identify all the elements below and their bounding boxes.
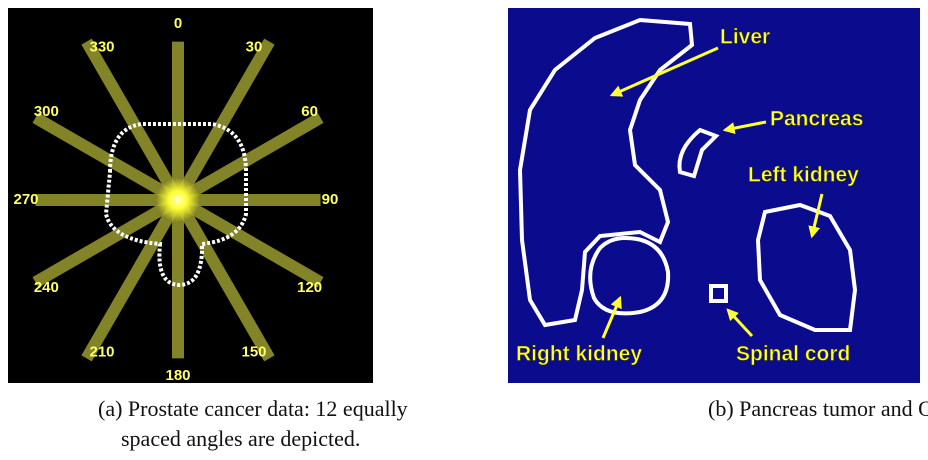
caption-line: (a) Prostate cancer data: 12 equally [98,396,408,422]
figure: 0 30 60 90 120 150 180 210 240 270 300 330 Liver Pa… [0,0,928,460]
angle-label: 180 [165,367,190,384]
organ-label: Liver [720,26,770,49]
organ-label: Right kidney [516,343,642,366]
caption-line: (b) Pancreas tumor and OARs [708,396,928,422]
angle-label: 90 [322,191,339,208]
angle-label: 60 [301,103,318,120]
angle-label: 0 [174,15,182,32]
angle-label: 330 [89,39,114,56]
beam-center [156,178,200,222]
angle-label: 150 [241,343,266,360]
angle-label: 300 [34,103,59,120]
angle-label: 30 [246,39,263,56]
page: 0 30 60 90 120 150 180 210 240 270 300 330 Liver Pa… [0,0,928,460]
angle-label: 120 [297,279,322,296]
organ-label: Left kidney [748,164,859,187]
angle-label: 270 [13,191,38,208]
organ-label: Pancreas [770,108,863,131]
angle-label: 240 [34,279,59,296]
panel-b-background [508,8,920,383]
angle-label: 210 [89,343,114,360]
organ-label: Spinal cord [736,343,850,366]
caption-line: spaced angles are depicted. [121,426,360,452]
